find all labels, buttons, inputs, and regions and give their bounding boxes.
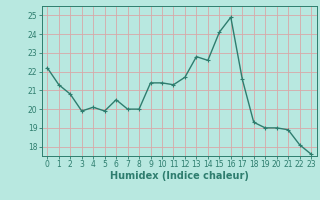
X-axis label: Humidex (Indice chaleur): Humidex (Indice chaleur) [110,171,249,181]
